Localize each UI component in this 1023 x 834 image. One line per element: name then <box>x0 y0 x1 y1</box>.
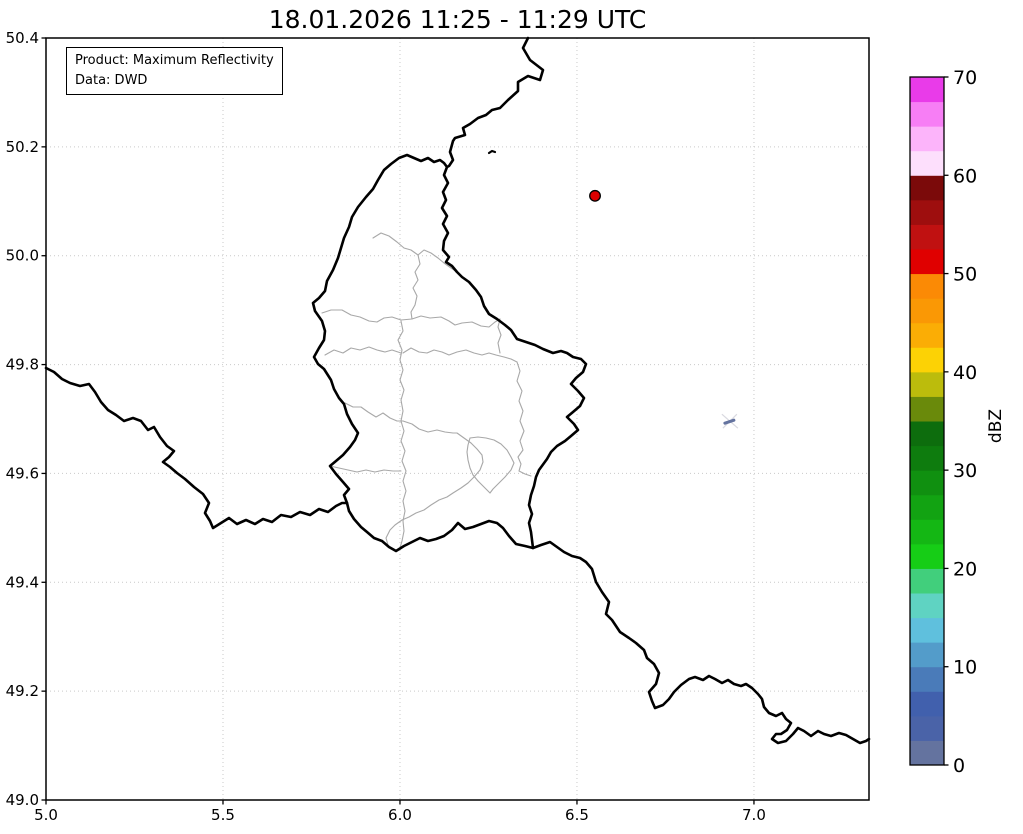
colorbar-tick-label: 40 <box>953 362 977 384</box>
radar-site-marker <box>589 189 601 202</box>
colorbar-tick-label: 20 <box>953 558 977 580</box>
canton-border-line <box>321 309 501 328</box>
colorbar-band <box>910 494 944 520</box>
colorbar-band <box>910 666 944 692</box>
canton-border-line <box>497 318 502 354</box>
country-borders <box>44 36 871 745</box>
canton-border-line <box>329 465 402 473</box>
canton-border-line <box>385 420 484 546</box>
x-tick-label: 6.5 <box>565 806 589 824</box>
canton-border-line <box>324 346 402 356</box>
colorbar-band <box>910 617 944 643</box>
grid-layer <box>45 37 869 801</box>
colorbar-band <box>910 445 944 471</box>
colorbar-axis-label: dBZ <box>986 409 1006 443</box>
radar-echo-mark <box>723 418 736 425</box>
colorbar-band <box>910 249 944 275</box>
colorbar-tick-label: 70 <box>953 67 977 89</box>
map-layer <box>44 36 871 745</box>
colorbar-band <box>910 175 944 201</box>
x-tick-label: 5.0 <box>34 806 58 824</box>
colorbar-tick-label: 30 <box>953 460 977 482</box>
colorbar-band <box>910 593 944 619</box>
marker-layer <box>589 189 739 429</box>
plot-title: 18.01.2026 11:25 - 11:29 UTC <box>268 5 647 34</box>
colorbar-band <box>910 543 944 569</box>
plot-frame <box>45 37 870 801</box>
colorbar-band <box>910 298 944 324</box>
data-source-line: Data: DWD <box>75 72 148 88</box>
axes-tick-layer: 5.0 5.5 6.0 6.5 7.0 50.4 50.2 50.0 49.8 49.6 49.4 4… <box>6 29 766 824</box>
canton-border-line <box>397 320 405 422</box>
colorbar-band <box>910 347 944 373</box>
y-tick-label: 49.2 <box>6 682 39 700</box>
colorbar-band <box>910 396 944 422</box>
y-tick-label: 50.0 <box>6 247 39 265</box>
colorbar-tick-label: 60 <box>953 165 977 187</box>
canton-border-line <box>399 420 407 549</box>
colorbar-band <box>910 568 944 594</box>
colorbar-band <box>910 371 944 397</box>
canton-border-line <box>516 361 532 477</box>
belgium-germany-border <box>445 36 545 169</box>
y-tick-label: 49.0 <box>6 791 39 809</box>
colorbar-band <box>910 691 944 717</box>
colorbar-band <box>910 77 944 103</box>
colorbar-band <box>910 322 944 348</box>
canton-border-line <box>344 402 404 422</box>
colorbar-tick-label: 50 <box>953 264 977 286</box>
product-info-line: Product: Maximum Reflectivity <box>75 53 274 68</box>
canton-border-line <box>410 254 421 320</box>
x-tick-label: 6.0 <box>388 806 412 824</box>
y-tick-label: 49.4 <box>6 573 39 591</box>
canton-borders <box>321 232 532 549</box>
colorbar-band <box>910 715 944 741</box>
product-info-box: Product: Maximum Reflectivity Data: DWD <box>66 47 283 95</box>
x-tick-label: 7.0 <box>742 806 766 824</box>
colorbar-band <box>910 126 944 152</box>
colorbar-band <box>910 199 944 225</box>
colorbar: 0 10 20 30 40 50 60 70 <box>909 67 977 777</box>
y-tick-label: 50.2 <box>6 138 39 156</box>
colorbar-tick-label: 10 <box>953 657 977 679</box>
france-germany-border <box>531 540 871 745</box>
y-tick-label: 50.4 <box>6 29 39 47</box>
colorbar-band <box>910 470 944 496</box>
y-tick-label: 49.6 <box>6 464 39 482</box>
colorbar-outline <box>909 76 945 766</box>
x-tick-label: 5.5 <box>211 806 235 824</box>
canton-border-line <box>402 347 518 363</box>
y-tick-label: 49.8 <box>6 356 39 374</box>
colorbar-band <box>910 421 944 447</box>
belgium-france-border <box>44 366 349 530</box>
luxembourg-border <box>311 153 588 553</box>
vennbahn-enclave-fragment <box>487 149 497 155</box>
colorbar-band <box>910 519 944 545</box>
colorbar-band <box>910 150 944 176</box>
canton-border-line <box>466 436 515 494</box>
colorbar-band <box>910 642 944 668</box>
colorbar-band <box>910 740 944 766</box>
colorbar-band <box>910 224 944 250</box>
colorbar-band <box>910 273 944 299</box>
colorbar-band <box>910 101 944 127</box>
colorbar-tick-label: 0 <box>953 755 965 777</box>
